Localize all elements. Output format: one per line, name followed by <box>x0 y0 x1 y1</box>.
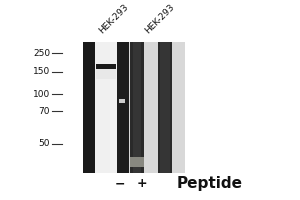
Bar <box>119 99 125 103</box>
Text: +: + <box>137 177 147 190</box>
Text: −: − <box>115 177 125 190</box>
Text: HEK-293: HEK-293 <box>144 2 177 35</box>
Text: 250: 250 <box>33 49 50 58</box>
Text: 70: 70 <box>38 107 50 116</box>
Text: 50: 50 <box>38 139 50 148</box>
Bar <box>83 42 95 173</box>
Bar <box>95 42 117 173</box>
Bar <box>96 66 116 79</box>
Bar <box>160 42 170 173</box>
Text: 150: 150 <box>33 67 50 76</box>
Bar <box>85 42 185 173</box>
Bar <box>158 42 172 173</box>
Bar <box>130 157 144 167</box>
Bar <box>133 42 141 173</box>
Bar <box>130 42 144 173</box>
Text: HEK-293: HEK-293 <box>98 2 130 35</box>
Text: 100: 100 <box>33 90 50 99</box>
Text: Peptide: Peptide <box>177 176 243 191</box>
Bar <box>96 64 116 69</box>
Bar <box>117 42 129 173</box>
